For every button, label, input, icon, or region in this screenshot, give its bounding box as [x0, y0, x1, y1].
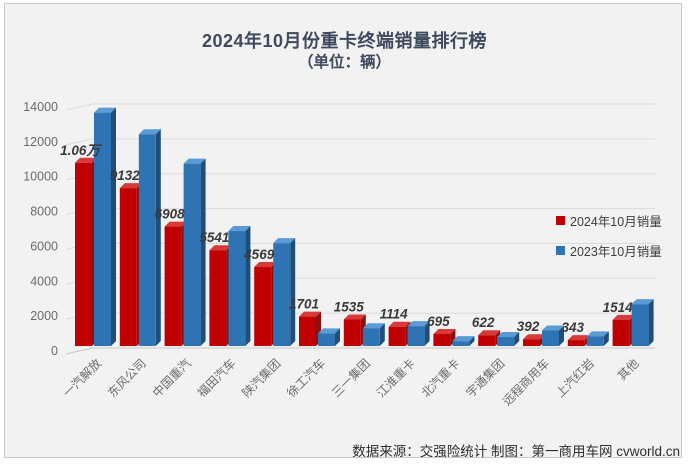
- x-axis-label: 上汽红岩: [552, 356, 597, 401]
- legend-swatch-blue-icon: [556, 246, 565, 255]
- y-axis-tick: 14000: [23, 100, 58, 114]
- y-axis-tick: 10000: [23, 170, 58, 184]
- data-label-2024: 622: [472, 315, 495, 330]
- legend-label-2024: 2024年10月销量: [570, 215, 662, 229]
- y-axis-tick: 4000: [30, 274, 58, 288]
- y-axis-tick: 0: [51, 344, 58, 358]
- data-label-2024: 392: [517, 319, 540, 334]
- x-axis-label: 远程商用车: [499, 356, 552, 409]
- x-axis-label: 宇通集团: [463, 356, 508, 401]
- bar-2023-5: [318, 328, 340, 346]
- legend-label-2023: 2023年10月销量: [570, 245, 662, 259]
- x-axis-label: 其他: [615, 356, 642, 383]
- legend-item-2023: 2023年10月销量: [556, 241, 662, 260]
- bar-2024-7: [388, 321, 411, 346]
- data-label-2024: 1514: [603, 300, 634, 315]
- bar-2024-5: [299, 311, 321, 346]
- bar-2024-6: [343, 314, 366, 346]
- x-axis-label: 江淮重卡: [374, 356, 418, 400]
- y-axis-tick: 8000: [30, 205, 58, 219]
- bar-2024-0: [75, 157, 97, 346]
- y-axis-tick: 6000: [30, 239, 58, 253]
- chart-subtitle: （单位：辆）: [297, 54, 391, 71]
- bar-2024-2: [164, 221, 187, 346]
- bar-2024-1: [119, 183, 142, 346]
- bar-2023-1: [138, 129, 161, 346]
- x-axis-label: 东风公司: [105, 356, 149, 400]
- chart-legend: 2024年10月销量 2023年10月销量: [556, 211, 662, 260]
- y-axis-tick: 2000: [30, 309, 58, 323]
- chart-title: 2024年10月份重卡终端销量排行榜: [201, 31, 488, 51]
- bar-2024-4: [254, 262, 277, 346]
- bar-2023-12: [631, 299, 654, 346]
- data-label-2024: 343: [562, 320, 585, 335]
- data-label-2024: 6908: [155, 207, 186, 222]
- bar-2023-6: [362, 323, 385, 346]
- x-axis-label: 徐工汽车: [284, 356, 329, 401]
- bar-2023-0: [94, 107, 116, 347]
- bar-2023-11: [586, 331, 609, 346]
- y-axis-tick: 12000: [23, 135, 58, 149]
- data-label-2024: 1535: [334, 299, 365, 314]
- x-axis-label: 福田汽车: [194, 356, 239, 401]
- x-axis-label: 陕汽集团: [239, 356, 284, 401]
- gridline: [65, 138, 655, 146]
- bar-2024-12: [612, 314, 635, 346]
- x-axis-label: 北汽重卡: [418, 356, 463, 401]
- chart-title-block: 2024年10月份重卡终端销量排行榜 （单位：辆）: [0, 31, 689, 72]
- bar-2024-9: [478, 330, 501, 346]
- bar-2023-3: [228, 226, 251, 346]
- x-axis-label: 一汽解放: [60, 356, 105, 401]
- bar-2023-2: [183, 158, 206, 346]
- chart-panel: [4, 3, 682, 458]
- legend-item-2024: 2024年10月销量: [556, 211, 662, 230]
- bar-2024-11: [567, 335, 590, 346]
- bar-2023-10: [542, 325, 564, 346]
- bar-2024-10: [523, 334, 545, 346]
- bar-2023-9: [497, 332, 520, 346]
- data-label-2024: 695: [427, 314, 450, 329]
- bar-2023-8: [452, 336, 475, 346]
- gridline: [65, 103, 655, 111]
- data-label-2024: 1701: [289, 297, 319, 312]
- data-label-2024: 4569: [243, 247, 275, 262]
- data-label-2024: 5541: [199, 230, 229, 245]
- bar-2023-4: [273, 238, 296, 346]
- bar-2023-7: [407, 321, 430, 346]
- bar-2024-8: [433, 328, 456, 346]
- data-label-2024: 9132: [110, 168, 141, 183]
- legend-swatch-red-icon: [556, 216, 565, 225]
- data-label-2024: 1114: [380, 307, 409, 322]
- x-axis-label: 中国重汽: [149, 356, 194, 401]
- x-axis-label: 三一集团: [328, 356, 373, 401]
- source-credit: 数据来源：交强险统计 制图：第一商用车网 cvworld.cn: [352, 444, 680, 459]
- data-label-2024: 1.06万: [60, 143, 102, 158]
- gridline: [65, 347, 655, 355]
- bar-2024-3: [209, 245, 232, 346]
